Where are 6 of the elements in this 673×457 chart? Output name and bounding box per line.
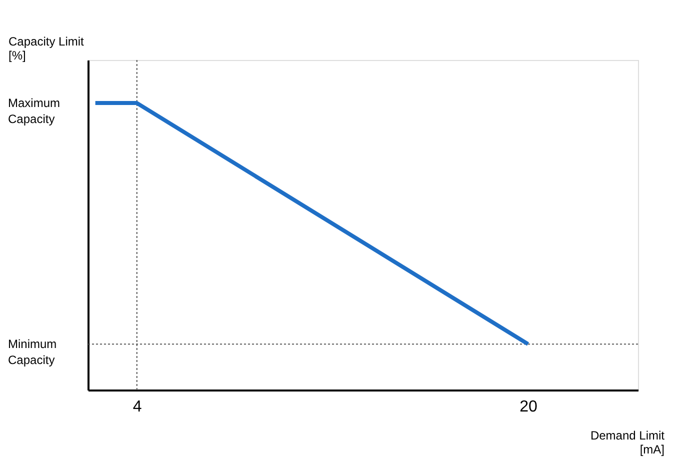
x-axis-title: Demand Limit [mA] <box>590 428 666 456</box>
x-tick-label: 4 <box>132 398 142 416</box>
y-axis-title: Capacity Limit [%] <box>8 34 85 62</box>
text: Minimum Capacity <box>8 337 57 368</box>
text: Maximum Capacity <box>8 96 60 126</box>
x-tick-label: 20 <box>520 398 538 416</box>
